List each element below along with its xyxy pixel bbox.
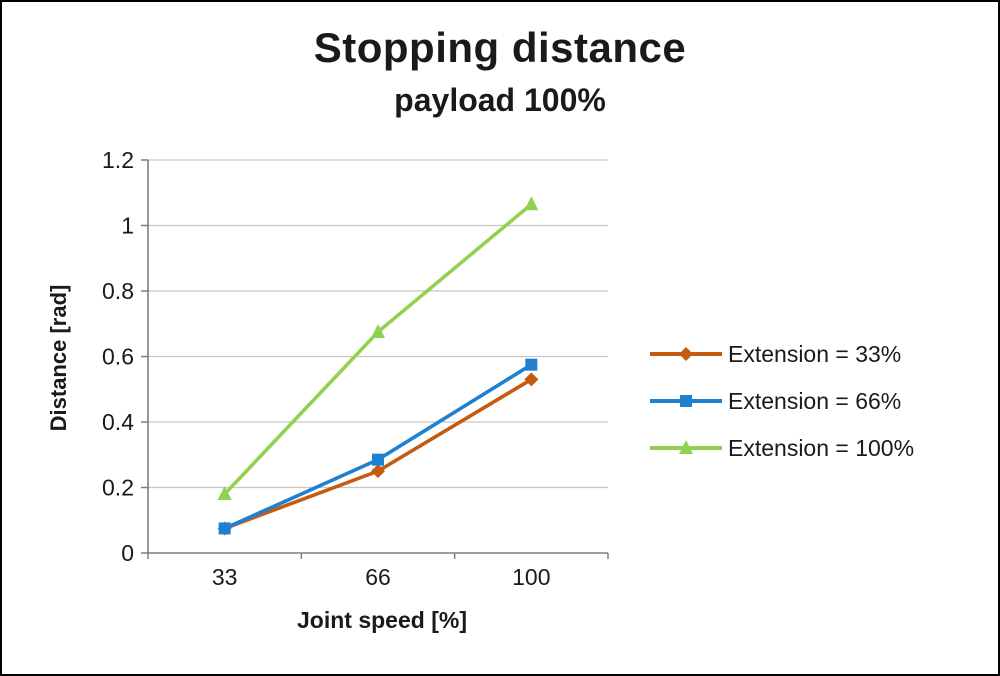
legend-key-diamond-icon [650,347,722,361]
legend-key-square-icon [650,395,722,407]
data-point-marker [679,440,693,454]
x-tick-label: 33 [212,564,238,590]
data-point-marker [524,196,539,211]
y-tick-label: 0.2 [102,475,134,501]
data-point-marker [524,372,539,387]
y-tick-label: 0 [121,540,134,566]
data-point-marker [218,522,231,535]
legend-label: Extension = 66% [728,387,902,414]
data-point-marker [372,453,384,466]
x-tick-label: 100 [512,564,550,590]
y-tick-label: 1 [121,213,134,239]
y-axis-title: Distance [rad] [46,284,71,432]
legend-key-triangle-icon [650,440,722,454]
data-point-marker [680,395,692,407]
legend-item: Extension = 66% [650,384,914,418]
legend-item: Extension = 100% [650,431,914,465]
legend: Extension = 33% Extension = 66% Extension … [650,337,914,465]
data-point-marker [679,347,693,361]
x-tick-label: 66 [365,564,391,590]
y-tick-label: 0.8 [102,278,134,304]
data-point-marker [371,464,385,479]
series-line [223,202,533,496]
legend-label: Extension = 100% [728,434,915,461]
x-axis-title: Joint speed [%] [297,607,467,633]
legend-item: Extension = 33% [650,337,914,371]
chart-subtitle: payload 100% [394,82,606,118]
data-point-marker [371,323,385,338]
data-point-marker [217,486,232,501]
data-point-marker [525,358,538,371]
y-tick-label: 0.6 [102,344,134,370]
legend-label: Extension = 33% [728,340,902,367]
y-tick-label: 1.2 [102,147,134,173]
y-tick-label: 0.4 [102,409,134,435]
chart-title: Stopping distance [313,24,687,71]
